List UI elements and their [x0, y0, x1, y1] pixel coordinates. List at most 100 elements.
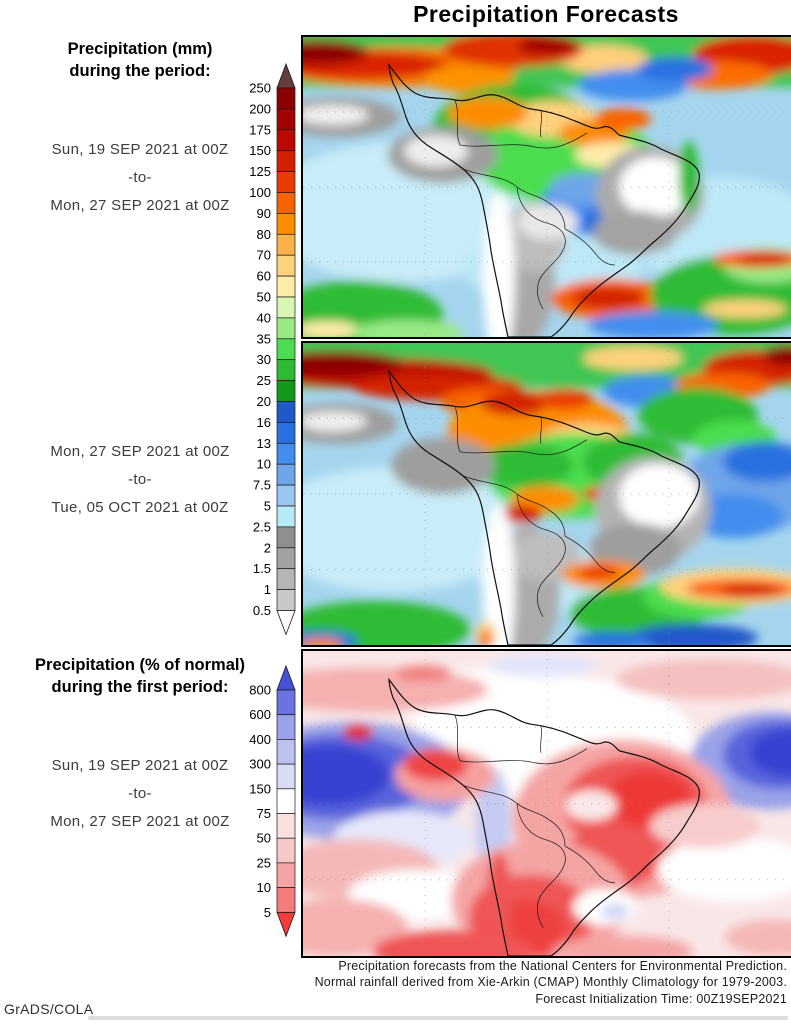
mm-heading-line2: during the period:	[69, 62, 211, 80]
period-start-label: Sun, 19 SEP 2021 at 00Z	[51, 141, 229, 158]
colorbar-tick-label: 150	[249, 143, 271, 158]
horizontal-scrollbar[interactable]	[88, 1016, 788, 1020]
colorbar-tick-label: 175	[249, 122, 271, 137]
colorbar-segment	[276, 589, 296, 611]
colorbar-tick-label: 60	[257, 269, 271, 284]
colorbar-tick-label: 100	[249, 185, 271, 200]
colorbar-segment	[276, 422, 296, 444]
graticule	[303, 37, 791, 337]
colorbar-tick-label: 75	[257, 806, 271, 821]
map-precip-mm-period2-graphic	[303, 343, 791, 645]
footer-line2: Normal rainfall derived from Xie-Arkin (…	[314, 975, 787, 990]
colorbar-segment	[276, 150, 296, 172]
colorbar-tick-label: 50	[257, 290, 271, 305]
colorbar-tick-label: 200	[249, 101, 271, 116]
coastline	[388, 63, 700, 337]
colorbar-tick-label: 1	[264, 582, 271, 597]
colorbar-segment	[276, 275, 296, 298]
colorbar-segment	[276, 380, 296, 402]
colorbar-down-arrow-icon	[276, 610, 296, 636]
mm-period1-dates: Sun, 19 SEP 2021 at 00Z -to- Mon, 27 SEP…	[0, 136, 280, 220]
colorbar-segment	[276, 233, 296, 256]
colorbar-segment	[276, 862, 296, 888]
map-precip-mm-period2	[301, 341, 791, 647]
map-precip-mm-period1-graphic	[303, 37, 791, 337]
colorbar-segment	[276, 689, 296, 716]
colorbar-segment	[276, 813, 296, 839]
period-end-label: Tue, 05 OCT 2021 at 00Z	[51, 499, 229, 516]
colorbar-segment	[276, 317, 296, 340]
colorbar-segment	[276, 547, 296, 570]
colorbar-tick-label: 35	[257, 331, 271, 346]
colorbar-segment	[276, 505, 296, 528]
period-to-label: -to-	[128, 785, 152, 802]
colorbar-segment	[276, 484, 296, 507]
colorbar-segment	[276, 401, 296, 423]
coastline	[388, 677, 700, 956]
footer-line3: Forecast Initialization Time: 00Z19SEP20…	[535, 991, 787, 1006]
colorbar-segment	[276, 213, 296, 235]
period-to-label: -to-	[128, 471, 152, 488]
colorbar-segment	[276, 837, 296, 864]
colorbar-down-arrow-icon	[276, 911, 296, 938]
colorbar-up-arrow-icon	[276, 664, 296, 691]
map-precip-pct-normal-graphic	[303, 651, 791, 956]
colorbar-segment	[276, 763, 296, 790]
colorbar-segment	[276, 463, 296, 486]
colorbar-tick-label: 7.5	[253, 478, 271, 493]
colorbar-tick-label: 250	[249, 81, 271, 96]
colorbar-segment	[276, 359, 296, 381]
colorbar-segment	[276, 788, 296, 814]
pct-section-heading: Precipitation (% of normal) during the f…	[0, 654, 280, 698]
footer-notes: Precipitation forecasts from the Nationa…	[241, 958, 787, 1007]
colorbar-tick-label: 30	[257, 352, 271, 367]
colorbar-segment	[276, 338, 296, 361]
colorbar-tick-label: 400	[249, 732, 271, 747]
colorbar-tick-label: 25	[257, 373, 271, 388]
map-precip-mm-period1	[301, 35, 791, 339]
colorbar-tick-label: 90	[257, 206, 271, 221]
colorbar-segment	[276, 442, 296, 465]
pct-heading-line2: during the first period:	[51, 678, 229, 696]
footer-line1: Precipitation forecasts from the Nationa…	[338, 959, 787, 973]
colorbar-tick-label: 50	[257, 831, 271, 846]
graticule	[303, 651, 791, 956]
colorbar-segment	[276, 296, 296, 319]
colorbar-segment	[276, 87, 296, 110]
period-end-label: Mon, 27 SEP 2021 at 00Z	[50, 813, 230, 830]
pct-period-dates: Sun, 19 SEP 2021 at 00Z -to- Mon, 27 SEP…	[0, 752, 280, 836]
period-end-label: Mon, 27 SEP 2021 at 00Z	[50, 197, 230, 214]
map-precip-pct-normal	[301, 649, 791, 958]
colorbar-tick-label: 25	[257, 855, 271, 870]
colorbar-tick-label: 80	[257, 227, 271, 242]
period-start-label: Mon, 27 SEP 2021 at 00Z	[50, 443, 230, 460]
coastline	[388, 369, 700, 645]
colorbar-tick-label: 5	[264, 905, 271, 920]
colorbar-tick-label: 800	[249, 683, 271, 698]
colorbar-segment	[276, 192, 296, 214]
colorbar-tick-label: 600	[249, 707, 271, 722]
colorbar-segment	[276, 714, 296, 740]
colorbar-segment	[276, 254, 296, 277]
colorbar-tick-label: 300	[249, 757, 271, 772]
colorbar-up-arrow-icon	[276, 62, 296, 89]
colorbar-tick-label: 70	[257, 248, 271, 263]
colorbar-tick-label: 2.5	[253, 519, 271, 534]
colorbar-tick-label: 40	[257, 310, 271, 325]
period-start-label: Sun, 19 SEP 2021 at 00Z	[51, 757, 229, 774]
colorbar-tick-label: 10	[257, 880, 271, 895]
colorbar-tick-label: 150	[249, 781, 271, 796]
colorbar-segment	[276, 129, 296, 152]
colorbar-tick-label: 125	[249, 164, 271, 179]
colorbar-segment	[276, 108, 296, 131]
graticule	[303, 343, 791, 645]
colorbar-segment	[276, 526, 296, 549]
period-to-label: -to-	[128, 169, 152, 186]
mm-period2-dates: Mon, 27 SEP 2021 at 00Z -to- Tue, 05 OCT…	[0, 438, 280, 522]
colorbar-mm: 2502001751501251009080706050403530252016…	[249, 62, 296, 636]
colorbar-segment	[276, 739, 296, 765]
mm-heading-line1: Precipitation (mm)	[67, 40, 213, 58]
grads-credit: GrADS/COLA	[4, 1001, 94, 1017]
colorbar-tick-label: 16	[257, 415, 271, 430]
